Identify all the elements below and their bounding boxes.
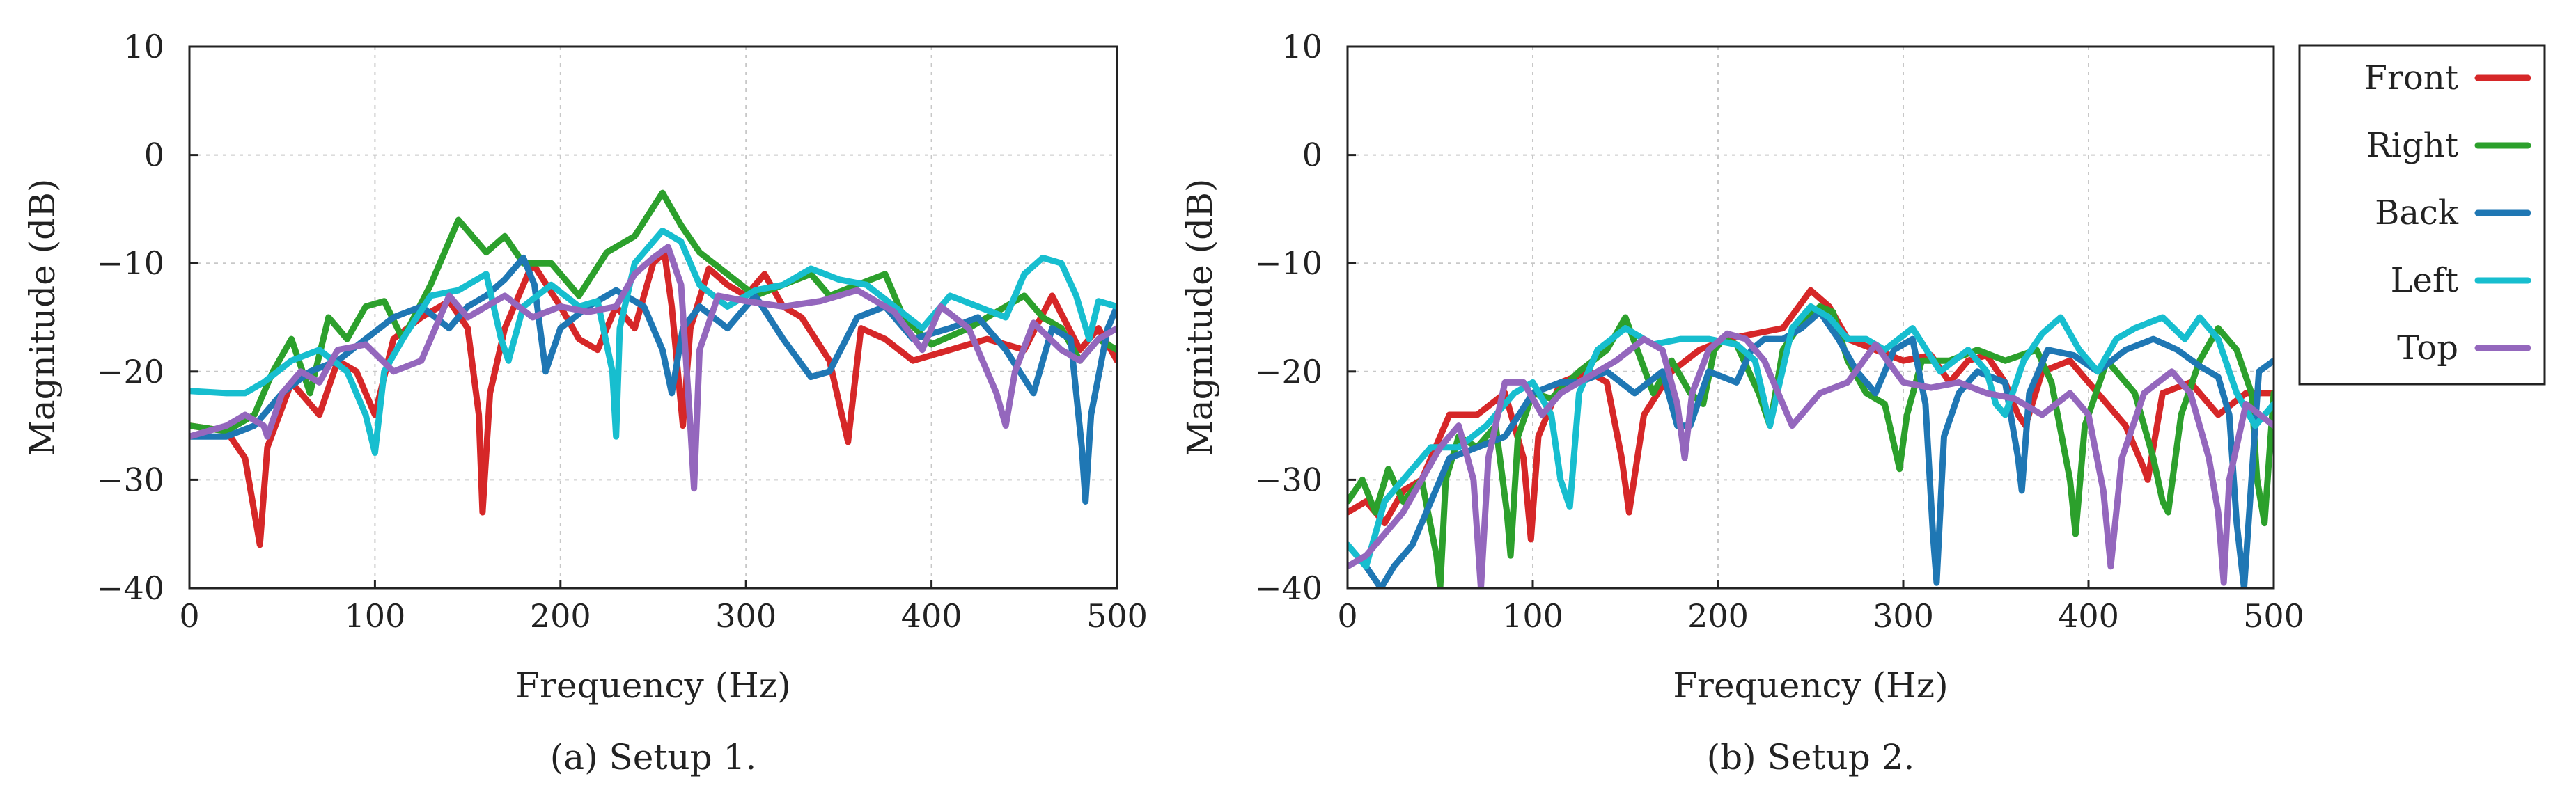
x-tick-label-200-setup-1: 200 — [530, 597, 591, 635]
legend: Front Right Back Left Top — [2298, 44, 2546, 386]
plot-area-setup-2 — [1346, 45, 2275, 590]
x-tick-label-100-setup-1: 100 — [344, 597, 405, 635]
series-group-setup-2 — [1348, 287, 2274, 588]
y-tick-label-40-setup-2: −40 — [1255, 569, 1322, 607]
x-tick-label-100-setup-2: 100 — [1502, 597, 1563, 635]
legend-label-top: Top — [2397, 329, 2458, 367]
x-axis-title-setup-1: Frequency (Hz) — [515, 665, 790, 706]
caption-setup-2: (b) Setup 2. — [1707, 737, 1915, 777]
y-tick-label-30-setup-1: −30 — [97, 461, 164, 498]
plot-area-setup-1 — [188, 45, 1118, 590]
series-line-back-setup-1 — [189, 254, 1117, 505]
panel-setup-2: 0 100 200 300 400 500 −40 −30 −20 −10 0 10 Frequenc… — [1180, 28, 2304, 777]
x-tick-label-400-setup-1: 400 — [901, 597, 962, 635]
series-line-back-setup-2 — [1348, 308, 2274, 588]
series-group-setup-1 — [189, 189, 1117, 548]
x-axis-title-setup-2: Frequency (Hz) — [1673, 665, 1948, 706]
x-tick-label-0-setup-1: 0 — [179, 597, 199, 635]
y-tick-label-0-setup-2: 0 — [1302, 136, 1322, 174]
x-tick-label-200-setup-2: 200 — [1687, 597, 1749, 635]
y-tick-label-10-setup-1: 10 — [123, 28, 164, 65]
legend-label-back: Back — [2375, 193, 2459, 232]
y-tick-label-10-setup-2: 10 — [1281, 28, 1322, 65]
x-tick-label-500-setup-2: 500 — [2243, 597, 2304, 635]
x-tick-label-300-setup-1: 300 — [715, 597, 776, 635]
y-tick-label-10-setup-2: −10 — [1255, 244, 1322, 282]
series-line-left-setup-2 — [1348, 303, 2274, 570]
series-line-top-setup-2 — [1348, 330, 2274, 588]
y-tick-label-30-setup-2: −30 — [1255, 461, 1322, 498]
panel-setup-1: 0 100 200 300 400 500 −40 −30 −20 −10 0 10 Frequenc… — [22, 28, 1148, 777]
legend-label-right: Right — [2366, 126, 2458, 165]
tick-labels-setup-2: 0 100 200 300 400 500 −40 −30 −20 −10 0 10 — [1255, 28, 2304, 635]
y-axis-title-setup-1: Magnitude (dB) — [22, 179, 63, 457]
series-line-top-setup-1 — [189, 244, 1117, 492]
legend-label-front: Front — [2364, 58, 2458, 97]
series-line-left-setup-1 — [189, 228, 1117, 456]
legend-entries: Front Right Back Left Top — [2364, 58, 2531, 367]
y-tick-label-20-setup-1: −20 — [97, 353, 164, 390]
y-tick-label-20-setup-2: −20 — [1255, 353, 1322, 390]
tick-labels-setup-1: 0 100 200 300 400 500 −40 −30 −20 −10 0 10 — [97, 28, 1148, 635]
y-axis-title-setup-2: Magnitude (dB) — [1180, 179, 1220, 457]
x-tick-label-300-setup-2: 300 — [1873, 597, 1934, 635]
x-tick-label-0-setup-2: 0 — [1337, 597, 1357, 635]
x-tick-label-500-setup-1: 500 — [1086, 597, 1148, 635]
y-tick-label-40-setup-1: −40 — [97, 569, 164, 607]
x-tick-label-400-setup-2: 400 — [2058, 597, 2119, 635]
y-tick-label-0-setup-1: 0 — [144, 136, 164, 174]
caption-setup-1: (a) Setup 1. — [550, 737, 756, 777]
legend-label-left: Left — [2391, 261, 2458, 300]
y-tick-label-10-setup-1: −10 — [97, 244, 164, 282]
series-line-front-setup-2 — [1348, 287, 2274, 543]
